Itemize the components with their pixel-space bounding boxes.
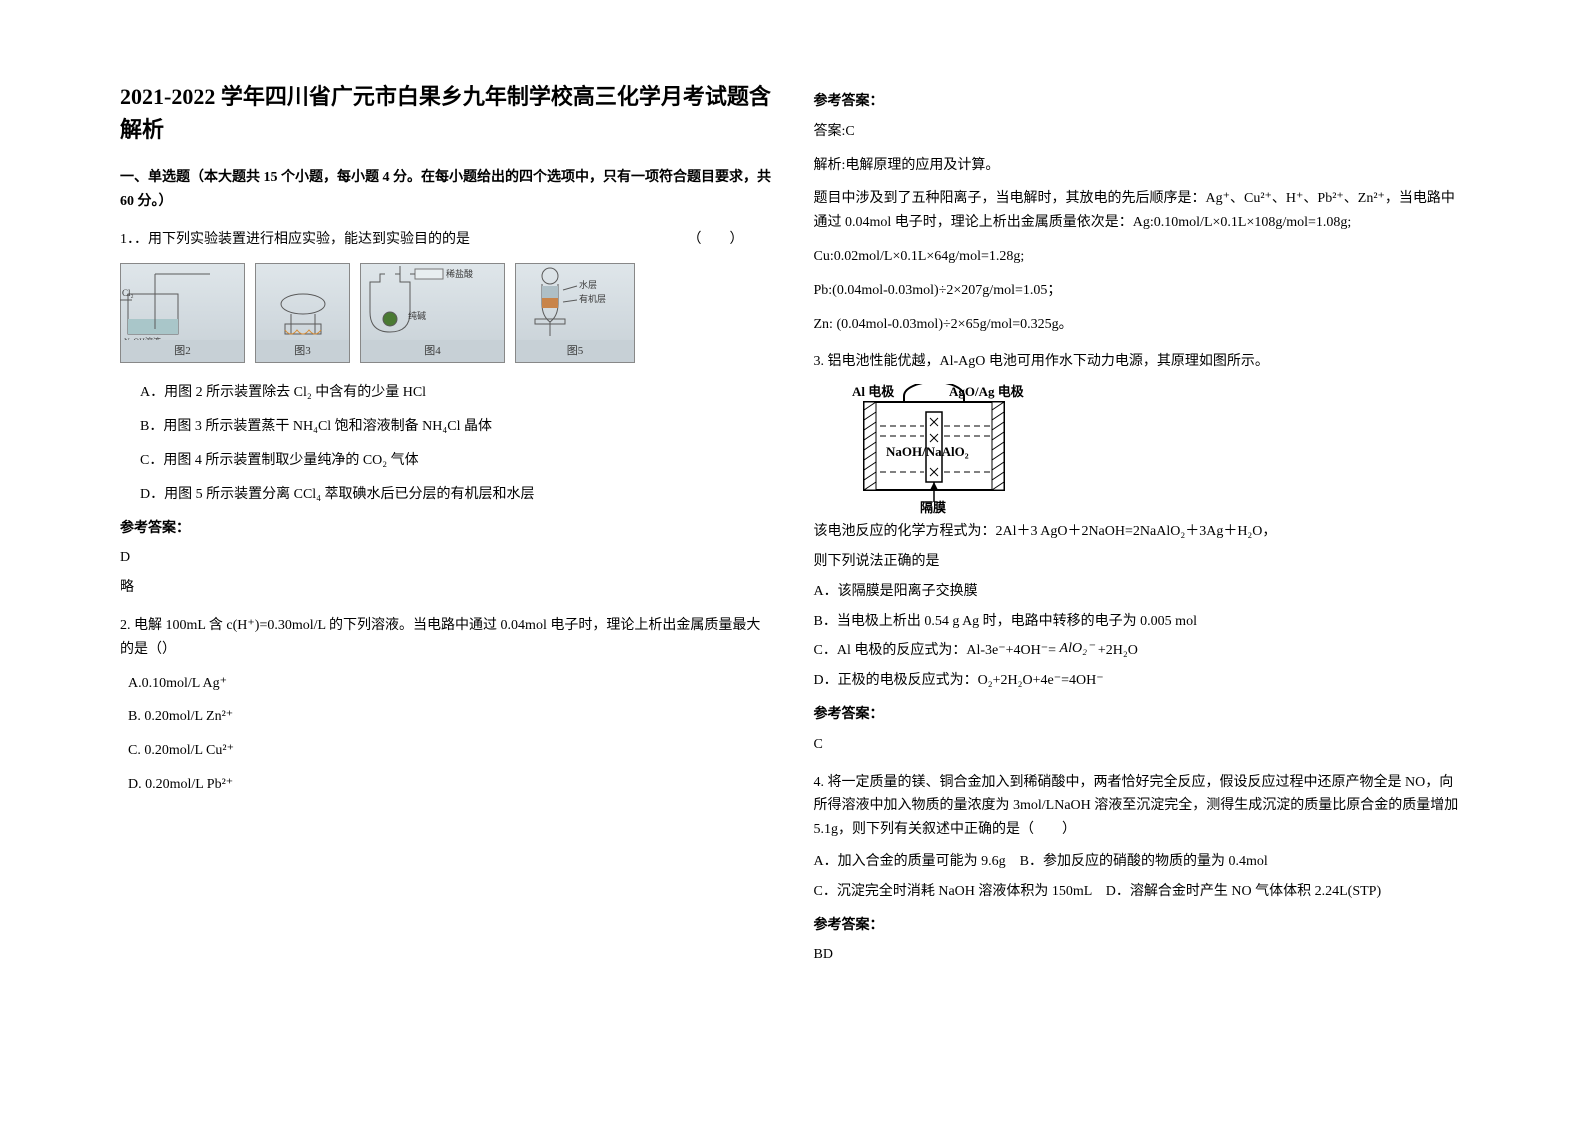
q3-option-a: A．该隔膜是阳离子交换膜 <box>814 580 1468 604</box>
q3-answer-label: 参考答案： <box>814 703 1468 727</box>
q2-answer-head: 答案:C <box>814 120 1468 144</box>
q3-battery-svg: Al 电极 AgO/Ag 电极 <box>834 384 1044 514</box>
electrolyte-label: NaOH/NaAlO₂ <box>886 444 969 459</box>
q4-option-ab: A．加入合金的质量可能为 9.6g B．参加反应的硝酸的物质的量为 0.4mol <box>814 850 1468 874</box>
q2-option-b: B. 0.20mol/L Zn²⁺ <box>128 705 774 729</box>
q3-option-c: C．Al 电极的反应式为：Al-3e⁻+4OH⁻= AlO₂⁻ +2H₂O <box>814 639 1468 663</box>
q3-option-c-right: +2H₂O <box>1098 643 1138 658</box>
q1-option-d: D．用图 5 所示装置分离 CCl₄ 萃取碘水后已分层的有机层和水层 <box>140 483 774 507</box>
al-electrode-label: Al 电极 <box>852 384 895 399</box>
youjiceng-label: 有机层 <box>579 293 606 304</box>
q3-equation: 该电池反应的化学方程式为：2Al＋3 AgO＋2NaOH=2NaAlO₂＋3Ag… <box>814 520 1468 544</box>
q3-battery-diagram: Al 电极 AgO/Ag 电极 <box>834 384 1044 514</box>
membrane-label: 隔膜 <box>920 500 946 514</box>
q3-option-c-left: C．Al 电极的反应式为：Al-3e⁻+4OH⁻= <box>814 643 1060 658</box>
q2-exp3: Pb:(0.04mol-0.03mol)÷2×207g/mol=1.05； <box>814 279 1468 303</box>
q1-diagram-5: 水层 有机层 图5 <box>515 263 635 363</box>
q2-option-a: A.0.10mol/L Ag⁺ <box>128 672 774 696</box>
q1-diagram-2: Cl₂ NaOH溶液 图2 <box>120 263 245 363</box>
q1-diagram-5-svg: 水层 有机层 <box>515 264 635 339</box>
right-column: 参考答案： 答案:C 解析:电解原理的应用及计算。 题目中涉及到了五种阳离子，当… <box>794 80 1488 1042</box>
ago-electrode-label: AgO/Ag 电极 <box>949 384 1025 399</box>
q2-option-c: C. 0.20mol/L Cu²⁺ <box>128 739 774 763</box>
q2-option-d: D. 0.20mol/L Pb²⁺ <box>128 773 774 797</box>
q1-option-a: A．用图 2 所示装置除去 Cl₂ 中含有的少量 HCl <box>140 381 774 405</box>
section-1-header: 一、单选题（本大题共 15 个小题，每小题 4 分。在每小题给出的四个选项中，只… <box>120 166 774 214</box>
left-column: 2021-2022 学年四川省广元市白果乡九年制学校高三化学月考试题含解析 一、… <box>100 80 794 1042</box>
q1-diagram-row: Cl₂ NaOH溶液 图2 图3 <box>120 263 774 363</box>
shuiceng-label: 水层 <box>579 279 597 290</box>
q1-diagram-3: 图3 <box>255 263 350 363</box>
q4-option-cd: C．沉淀完全时消耗 NaOH 溶液体积为 150mL D．溶解合金时产生 NO … <box>814 880 1468 904</box>
q1-answer-label: 参考答案： <box>120 517 774 541</box>
q1-diagram-3-svg <box>255 264 350 339</box>
q2-answer-label: 参考答案： <box>814 90 1468 114</box>
q1-option-c: C．用图 4 所示装置制取少量纯净的 CO₂ 气体 <box>140 449 774 473</box>
q1-answer: D <box>120 546 774 570</box>
q1-paren: （ ） <box>688 228 744 252</box>
q3-option-c-mid: AlO₂⁻ <box>1060 641 1095 656</box>
q1-diagram-3-caption: 图3 <box>256 340 349 363</box>
q2-exp1: 题目中涉及到了五种阳离子，当电解时，其放电的先后顺序是：Ag⁺、Cu²⁺、H⁺、… <box>814 187 1468 235</box>
q4-answer-label: 参考答案： <box>814 914 1468 938</box>
q1-stem: 1．．用下列实验装置进行相应实验，能达到实验目的的是 （ ） <box>120 228 774 252</box>
q2-exp-head: 解析:电解原理的应用及计算。 <box>814 154 1468 178</box>
cl2-label: Cl₂ <box>122 288 134 298</box>
q3-answer: C <box>814 733 1468 757</box>
q2-exp4: Zn: (0.04mol-0.03mol)÷2×65g/mol=0.325g。 <box>814 313 1468 337</box>
q1-diagram-4: 稀盐酸 纯碱 图4 <box>360 263 505 363</box>
q1-diagram-2-svg: Cl₂ NaOH溶液 <box>120 264 245 339</box>
q1-note: 略 <box>120 576 774 600</box>
q3-option-b: B．当电极上析出 0.54 g Ag 时，电路中转移的电子为 0.005 mol <box>814 610 1468 634</box>
q2-stem: 2. 电解 100mL 含 c(H⁺)=0.30mol/L 的下列溶液。当电路中… <box>120 614 774 662</box>
q1-diagram-5-caption: 图5 <box>516 340 634 363</box>
q4-answer: BD <box>814 943 1468 967</box>
q2-exp2: Cu:0.02mol/L×0.1L×64g/mol=1.28g; <box>814 245 1468 269</box>
q1-diagram-4-svg: 稀盐酸 纯碱 <box>360 264 505 339</box>
q3-ask: 则下列说法正确的是 <box>814 550 1468 574</box>
page-title: 2021-2022 学年四川省广元市白果乡九年制学校高三化学月考试题含解析 <box>120 80 774 146</box>
q1-diagram-2-caption: 图2 <box>121 340 244 363</box>
q1-stem-text: 1．．用下列实验装置进行相应实验，能达到实验目的的是 <box>120 232 470 247</box>
q1-option-b: B．用图 3 所示装置蒸干 NH₄Cl 饱和溶液制备 NH₄Cl 晶体 <box>140 415 774 439</box>
chunjian-label: 纯碱 <box>408 310 426 321</box>
q3-option-d: D．正极的电极反应式为：O₂+2H₂O+4e⁻=4OH⁻ <box>814 669 1468 693</box>
q1-diagram-4-caption: 图4 <box>361 340 504 363</box>
xiyansuan-label: 稀盐酸 <box>446 268 473 279</box>
q3-stem: 3. 铝电池性能优越，Al-AgO 电池可用作水下动力电源，其原理如图所示。 <box>814 350 1468 374</box>
q4-stem: 4. 将一定质量的镁、铜合金加入到稀硝酸中，两者恰好完全反应，假设反应过程中还原… <box>814 771 1468 842</box>
